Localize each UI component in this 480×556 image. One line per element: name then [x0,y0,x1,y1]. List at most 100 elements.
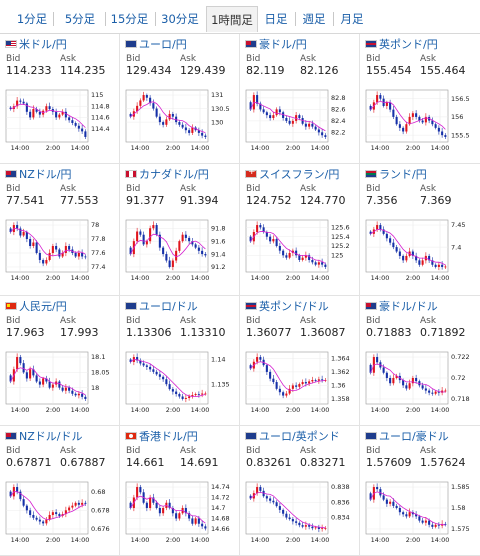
bid-label: Bid [126,316,141,326]
candle-body [441,131,444,136]
price-chart[interactable]: 14:00 2:00 14:00 78 77.8 77.6 77.4 [4,216,116,284]
pair-link[interactable]: ユーロ/英ポンド [245,429,340,443]
ask-value: 17.993 [60,326,99,339]
tab-weekly[interactable]: 週足 [302,12,326,26]
tab-5min[interactable]: 5分足 [64,12,96,26]
pair-link[interactable]: ユーロ/円 [125,37,187,51]
candle-body [314,126,317,130]
candle-body [129,359,132,362]
price-chart[interactable]: 14:00 2:00 14:00 91.8 91.6 91.4 91.2 [124,216,236,284]
tab-30min[interactable]: 30分足 [161,12,199,26]
tab-separator [155,12,156,26]
candle-body [136,357,139,361]
price-chart[interactable]: 14:00 2:00 14:00 1.14 1.135 [124,348,236,416]
plot-frame [245,351,329,405]
candle-body [272,239,275,242]
price-chart[interactable]: 14:00 2:00 14:00 0.722 0.72 0.718 [364,348,476,416]
flag-eu-icon [365,432,377,440]
tab-1min[interactable]: 1分足 [16,12,48,26]
pair-link[interactable]: ランド/円 [365,167,427,181]
candle-body [201,250,204,255]
y-tick-label: 18.05 [91,369,110,377]
price-chart[interactable]: 14:00 2:00 14:00 7.45 7.4 [364,216,476,284]
pair-link[interactable]: 人民元/円 [5,299,67,313]
candle-body [61,252,64,257]
candle-body [149,366,152,370]
pair-link[interactable]: 香港ドル/円 [125,429,198,443]
moving-average-line [10,228,86,257]
candle-body [61,111,64,115]
bid-value: 17.963 [6,326,45,339]
ask-value: 155.464 [420,64,466,77]
pair-link[interactable]: スイスフラン/円 [245,167,339,181]
candle-body [324,135,327,137]
candle-body [324,528,327,530]
tab-daily[interactable]: 日足 [264,12,288,26]
candle-body [444,523,447,525]
candle-body [395,375,398,378]
candlestick-chart: 14:00 2:00 14:00 14.74 14.72 14.7 14.68 14.66 [125,481,230,544]
candle-body [324,264,327,267]
candle-body [314,262,317,265]
bid-value: 0.83261 [246,456,292,469]
candle-body [32,109,35,118]
plot-frame [365,89,449,143]
pair-link[interactable]: 英ポンド/円 [365,37,438,51]
candle-body [74,393,77,396]
pair-link[interactable]: 豪ドル/ドル [365,299,438,313]
pair-card: 豪ドル/円 Bid Ask 82.119 82.126 14:00 2:00 14:00 82.… [240,34,360,164]
candle-body [25,372,28,379]
pair-link[interactable]: カナダドル/円 [125,167,209,181]
candle-body [249,102,252,110]
pair-link[interactable]: ユーロ/豪ドル [365,429,449,443]
candle-body [311,380,314,382]
candle-body [317,379,320,381]
ask-label: Ask [420,54,437,64]
ask-value: 1.57624 [420,456,466,469]
pair-link[interactable]: 豪ドル/円 [245,37,307,51]
pair-link[interactable]: 英ポンド/ドル [245,299,329,313]
tab-1hour[interactable]: 1時間足 [206,6,258,32]
candle-body [379,489,382,496]
candle-body [145,241,148,245]
pair-link[interactable]: ユーロ/ドル [125,299,198,313]
y-tick-label: 1.135 [211,380,230,388]
price-chart[interactable]: 14:00 2:00 14:00 131 130.5 130 [124,86,236,154]
candle-body [385,499,388,504]
price-chart[interactable]: 14:00 2:00 14:00 115 114.8 114.6 114.4 [4,86,116,154]
price-chart[interactable]: 14:00 2:00 14:00 0.838 0.836 0.834 [244,478,356,546]
price-chart[interactable]: 14:00 2:00 14:00 18.1 18.05 18 [4,348,116,416]
price-chart[interactable]: 14:00 2:00 14:00 82.8 82.6 82.4 82.2 [244,86,356,154]
tab-15min[interactable]: 15分足 [110,12,149,26]
candle-body [84,502,87,504]
price-chart[interactable]: 14:00 2:00 14:00 156.5 156 155.5 [364,86,476,154]
x-tick-label: 14:00 [311,274,330,282]
candle-body [142,234,145,245]
tab-separator [333,12,334,26]
price-chart[interactable]: 14:00 2:00 14:00 125.6 125.4 125.2 125 [244,216,356,284]
candle-body [434,524,437,527]
candle-body [308,255,311,260]
candle-body [431,392,434,394]
candle-body [418,516,421,521]
candle-body [259,487,262,491]
candle-body [38,111,41,115]
ask-label: Ask [420,184,437,194]
pair-link[interactable]: NZドル/円 [5,167,71,181]
pair-link[interactable]: 米ドル/円 [5,37,67,51]
candle-body [16,100,19,107]
candle-body [298,255,301,260]
price-chart[interactable]: 14:00 2:00 14:00 1.364 1.362 1.36 1.358 [244,348,356,416]
candle-body [376,95,379,103]
pair-link[interactable]: NZドル/ドル [5,429,82,443]
bid-label: Bid [126,184,141,194]
price-chart[interactable]: 14:00 2:00 14:00 14.74 14.72 14.7 14.68 14.66 [124,478,236,546]
y-tick-label: 0.68 [91,488,105,496]
bid-label: Bid [246,54,261,64]
candle-body [51,512,54,515]
moving-average-line [370,491,446,526]
price-chart[interactable]: 14:00 2:00 14:00 1.585 1.58 1.575 [364,478,476,546]
candle-body [376,357,379,363]
price-chart[interactable]: 14:00 2:00 14:00 0.68 0.678 0.676 [4,478,116,546]
tab-monthly[interactable]: 月足 [340,12,364,26]
